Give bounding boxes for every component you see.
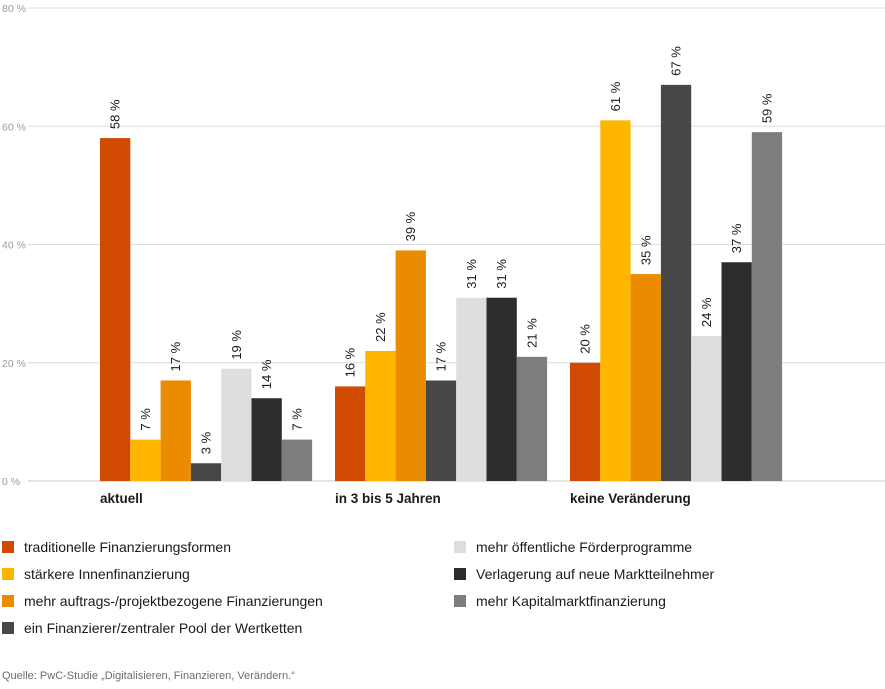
bar bbox=[721, 262, 752, 481]
legend-swatch bbox=[454, 595, 466, 607]
value-label: 17 % bbox=[434, 341, 449, 371]
legend-label: mehr auftrags-/projektbezogene Finanzier… bbox=[24, 593, 323, 609]
y-tick-label: 40 % bbox=[2, 240, 26, 252]
value-label: 24 % bbox=[699, 297, 714, 327]
legend-label: Verlagerung auf neue Marktteilnehmer bbox=[476, 566, 714, 582]
value-label: 3 % bbox=[199, 431, 214, 454]
bar bbox=[335, 386, 366, 481]
value-label: 61 % bbox=[608, 81, 623, 111]
legend-swatch bbox=[2, 568, 14, 580]
value-label: 35 % bbox=[638, 235, 653, 265]
source-note: Quelle: PwC-Studie „Digitalisieren, Fina… bbox=[2, 670, 295, 682]
y-tick-label: 60 % bbox=[2, 121, 26, 133]
legend-swatch bbox=[2, 595, 14, 607]
value-label: 14 % bbox=[259, 359, 274, 389]
value-label: 19 % bbox=[229, 330, 244, 360]
category-label: in 3 bis 5 Jahren bbox=[335, 491, 441, 506]
bar bbox=[281, 439, 313, 481]
bar bbox=[221, 368, 252, 481]
bar bbox=[456, 297, 487, 481]
legend-label: mehr Kapitalmarktfinanzierung bbox=[476, 593, 666, 609]
value-label: 58 % bbox=[108, 99, 123, 129]
value-label: 31 % bbox=[464, 259, 479, 289]
value-label: 7 % bbox=[138, 408, 153, 431]
bar bbox=[190, 463, 222, 481]
bar bbox=[395, 250, 426, 481]
value-label: 16 % bbox=[343, 347, 358, 377]
legend-label: stärkere Innenfinanzierung bbox=[24, 566, 190, 582]
bar bbox=[751, 132, 783, 481]
category-labels: aktuell in 3 bis 5 Jahren keine Veränderun… bbox=[100, 491, 691, 506]
legend: traditionelle Finanzierungsformen stärker… bbox=[2, 539, 714, 636]
bar bbox=[425, 380, 457, 481]
bars bbox=[100, 84, 783, 482]
value-label: 67 % bbox=[669, 46, 684, 76]
value-label: 17 % bbox=[168, 341, 183, 371]
value-label: 39 % bbox=[403, 211, 418, 241]
category-label: keine Veränderung bbox=[570, 491, 691, 506]
bar bbox=[160, 380, 191, 481]
bar bbox=[251, 398, 282, 481]
value-label: 22 % bbox=[373, 312, 388, 342]
bar bbox=[660, 84, 692, 482]
legend-label: mehr öffentliche Förderprogramme bbox=[476, 539, 692, 555]
legend-swatch bbox=[454, 568, 466, 580]
value-label: 59 % bbox=[759, 93, 774, 123]
bar bbox=[570, 362, 601, 481]
bar bbox=[100, 138, 131, 481]
y-tick-label: 80 % bbox=[2, 3, 26, 15]
legend-swatch bbox=[2, 541, 14, 553]
y-axis-ticks: 0 % 20 % 40 % 60 % 80 % bbox=[2, 3, 26, 488]
legend-swatch bbox=[454, 541, 466, 553]
legend-label: traditionelle Finanzierungsformen bbox=[24, 539, 231, 555]
bar bbox=[600, 120, 631, 482]
bar bbox=[516, 356, 548, 481]
value-label: 20 % bbox=[578, 324, 593, 354]
value-label: 21 % bbox=[524, 318, 539, 348]
bar bbox=[486, 297, 517, 481]
value-label: 37 % bbox=[729, 223, 744, 253]
value-label: 7 % bbox=[289, 408, 304, 431]
y-tick-label: 20 % bbox=[2, 358, 26, 370]
bar bbox=[365, 350, 396, 481]
legend-swatch bbox=[2, 622, 14, 634]
data-labels: 58 % 7 % 17 % 3 % 19 % 14 % 7 % 16 % 22 % 39 % 17 … bbox=[108, 46, 775, 454]
bar bbox=[691, 336, 722, 481]
legend-label: ein Finanzierer/zentraler Pool der Wertk… bbox=[24, 620, 302, 636]
y-tick-label: 0 % bbox=[2, 476, 20, 488]
bar bbox=[130, 439, 161, 481]
bar bbox=[630, 274, 661, 481]
category-label: aktuell bbox=[100, 491, 143, 506]
value-label: 31 % bbox=[494, 259, 509, 289]
